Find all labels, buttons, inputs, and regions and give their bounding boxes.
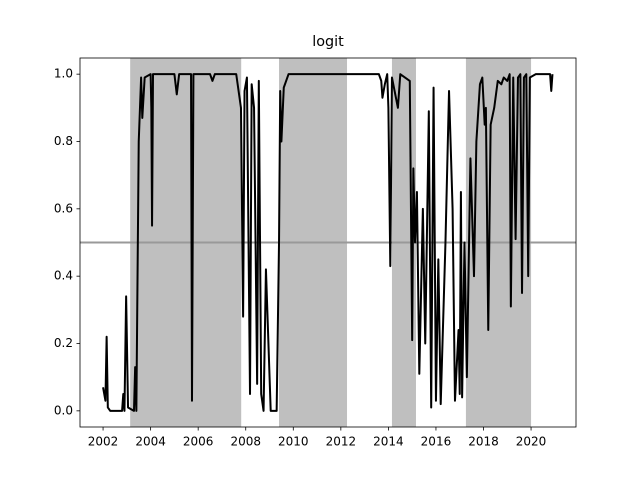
x-tick-label: 2010 — [278, 435, 309, 449]
plot-frame — [79, 57, 577, 428]
y-tick-label: 1.0 — [54, 67, 73, 81]
x-tick-label: 2016 — [421, 435, 452, 449]
y-tick-label: 0.0 — [54, 403, 73, 417]
x-tick-label: 2002 — [88, 435, 119, 449]
x-tick-label: 2014 — [373, 435, 404, 449]
y-tick-label: 0.8 — [54, 134, 73, 148]
y-tick-label: 0.6 — [54, 201, 73, 215]
x-tick-label: 2008 — [230, 435, 261, 449]
y-tick-label: 0.4 — [54, 269, 73, 283]
x-tick-label: 2012 — [326, 435, 357, 449]
x-tick-label: 2020 — [516, 435, 547, 449]
x-tick-label: 2018 — [468, 435, 499, 449]
data-line — [102, 73, 554, 412]
y-tick-label: 0.2 — [54, 336, 73, 350]
chart-title: logit — [312, 34, 344, 50]
x-tick-label: 2004 — [135, 435, 166, 449]
x-tick-label: 2006 — [183, 435, 214, 449]
